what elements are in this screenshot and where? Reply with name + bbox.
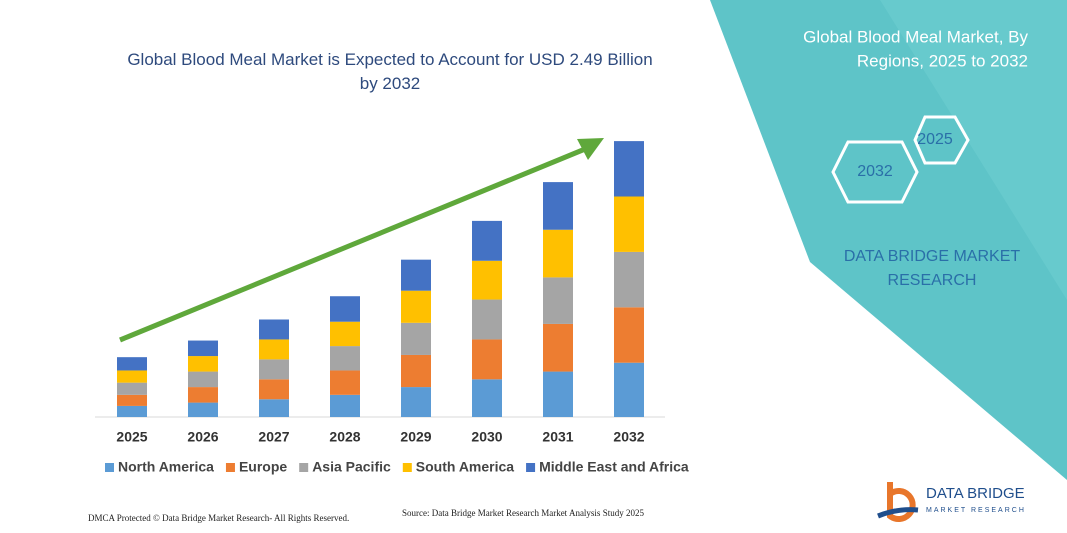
x-tick-label: 2027 (258, 429, 289, 445)
bar-segment (117, 370, 147, 383)
bar-segment (472, 339, 502, 380)
logo-mark (877, 507, 919, 519)
panel-title: Global Blood Meal Market, By (803, 27, 1028, 46)
bar-segment (472, 260, 502, 300)
panel-title: Regions, 2025 to 2032 (857, 51, 1028, 70)
bar-segment (401, 322, 431, 355)
bar-segment (117, 357, 147, 371)
legend-label: Middle East and Africa (539, 459, 689, 475)
legend-swatch (526, 463, 536, 472)
bar-segment (543, 182, 573, 230)
source: Source: Data Bridge Market Research Mark… (402, 508, 644, 518)
bar-segment (472, 299, 502, 340)
bar-segment (188, 371, 218, 388)
legend-label: North America (118, 459, 214, 475)
bar-segment (117, 394, 147, 406)
bar-segment (259, 359, 289, 380)
brand-text: DATA BRIDGE MARKET (844, 248, 1021, 265)
bar-segment (614, 362, 644, 417)
bar-segment (614, 307, 644, 363)
bar-segment (614, 196, 644, 252)
bar-segment (259, 319, 289, 340)
hexagon-label: 2032 (857, 163, 893, 180)
bar-segment (330, 321, 360, 347)
x-tick-label: 2031 (542, 429, 573, 445)
legend-swatch (299, 463, 309, 472)
bar-segment (614, 141, 644, 197)
x-tick-label: 2029 (400, 429, 431, 445)
bar-segment (472, 220, 502, 261)
legend-label: South America (416, 459, 514, 475)
bar-segment (401, 259, 431, 291)
arrow-head (577, 138, 604, 160)
x-tick-label: 2032 (613, 429, 644, 445)
logo-tagline: MARKET RESEARCH (926, 507, 1026, 514)
bar-segment (117, 405, 147, 417)
hexagon (913, 115, 970, 165)
hexagon-label: 2025 (917, 131, 953, 148)
bar-segment (543, 371, 573, 417)
bar-segment (259, 339, 289, 360)
x-tick-label: 2028 (329, 429, 360, 445)
bar-segment (188, 340, 218, 357)
bar-segment (330, 370, 360, 395)
bar-segment (259, 379, 289, 400)
legend-swatch (225, 463, 235, 472)
logo-mark (887, 482, 916, 522)
bar-segment (401, 387, 431, 417)
bar-segment (401, 290, 431, 323)
legend-label: Europe (239, 459, 287, 475)
legend-swatch (402, 463, 412, 472)
x-tick-label: 2026 (187, 429, 218, 445)
bar-segment (188, 356, 218, 372)
bar-segment (330, 296, 360, 322)
bar-segment (543, 323, 573, 372)
chart-title: Global Blood Meal Market is Expected to … (127, 50, 653, 93)
bar-segment (188, 402, 218, 417)
bar-segment (330, 346, 360, 371)
bar-segment (330, 394, 360, 417)
x-tick-label: 2025 (116, 429, 147, 445)
hexagon (831, 140, 919, 204)
brand-text: RESEARCH (888, 272, 977, 289)
bar-segment (543, 229, 573, 278)
copyright: DMCA Protected © Data Bridge Market Rese… (88, 513, 349, 523)
bar-segment (117, 382, 147, 395)
bar-segment (188, 387, 218, 403)
bar-segment (614, 251, 644, 308)
bar-segment (259, 399, 289, 417)
legend-label: Asia Pacific (312, 459, 391, 475)
x-tick-label: 2030 (471, 429, 502, 445)
bar-segment (472, 379, 502, 417)
trend-arrow (119, 144, 591, 343)
bar-segment (543, 277, 573, 324)
legend-swatch (105, 463, 114, 472)
bar-segment (401, 354, 431, 388)
panel-shade (880, 0, 1067, 300)
logo-name: DATA BRIDGE (926, 485, 1025, 502)
